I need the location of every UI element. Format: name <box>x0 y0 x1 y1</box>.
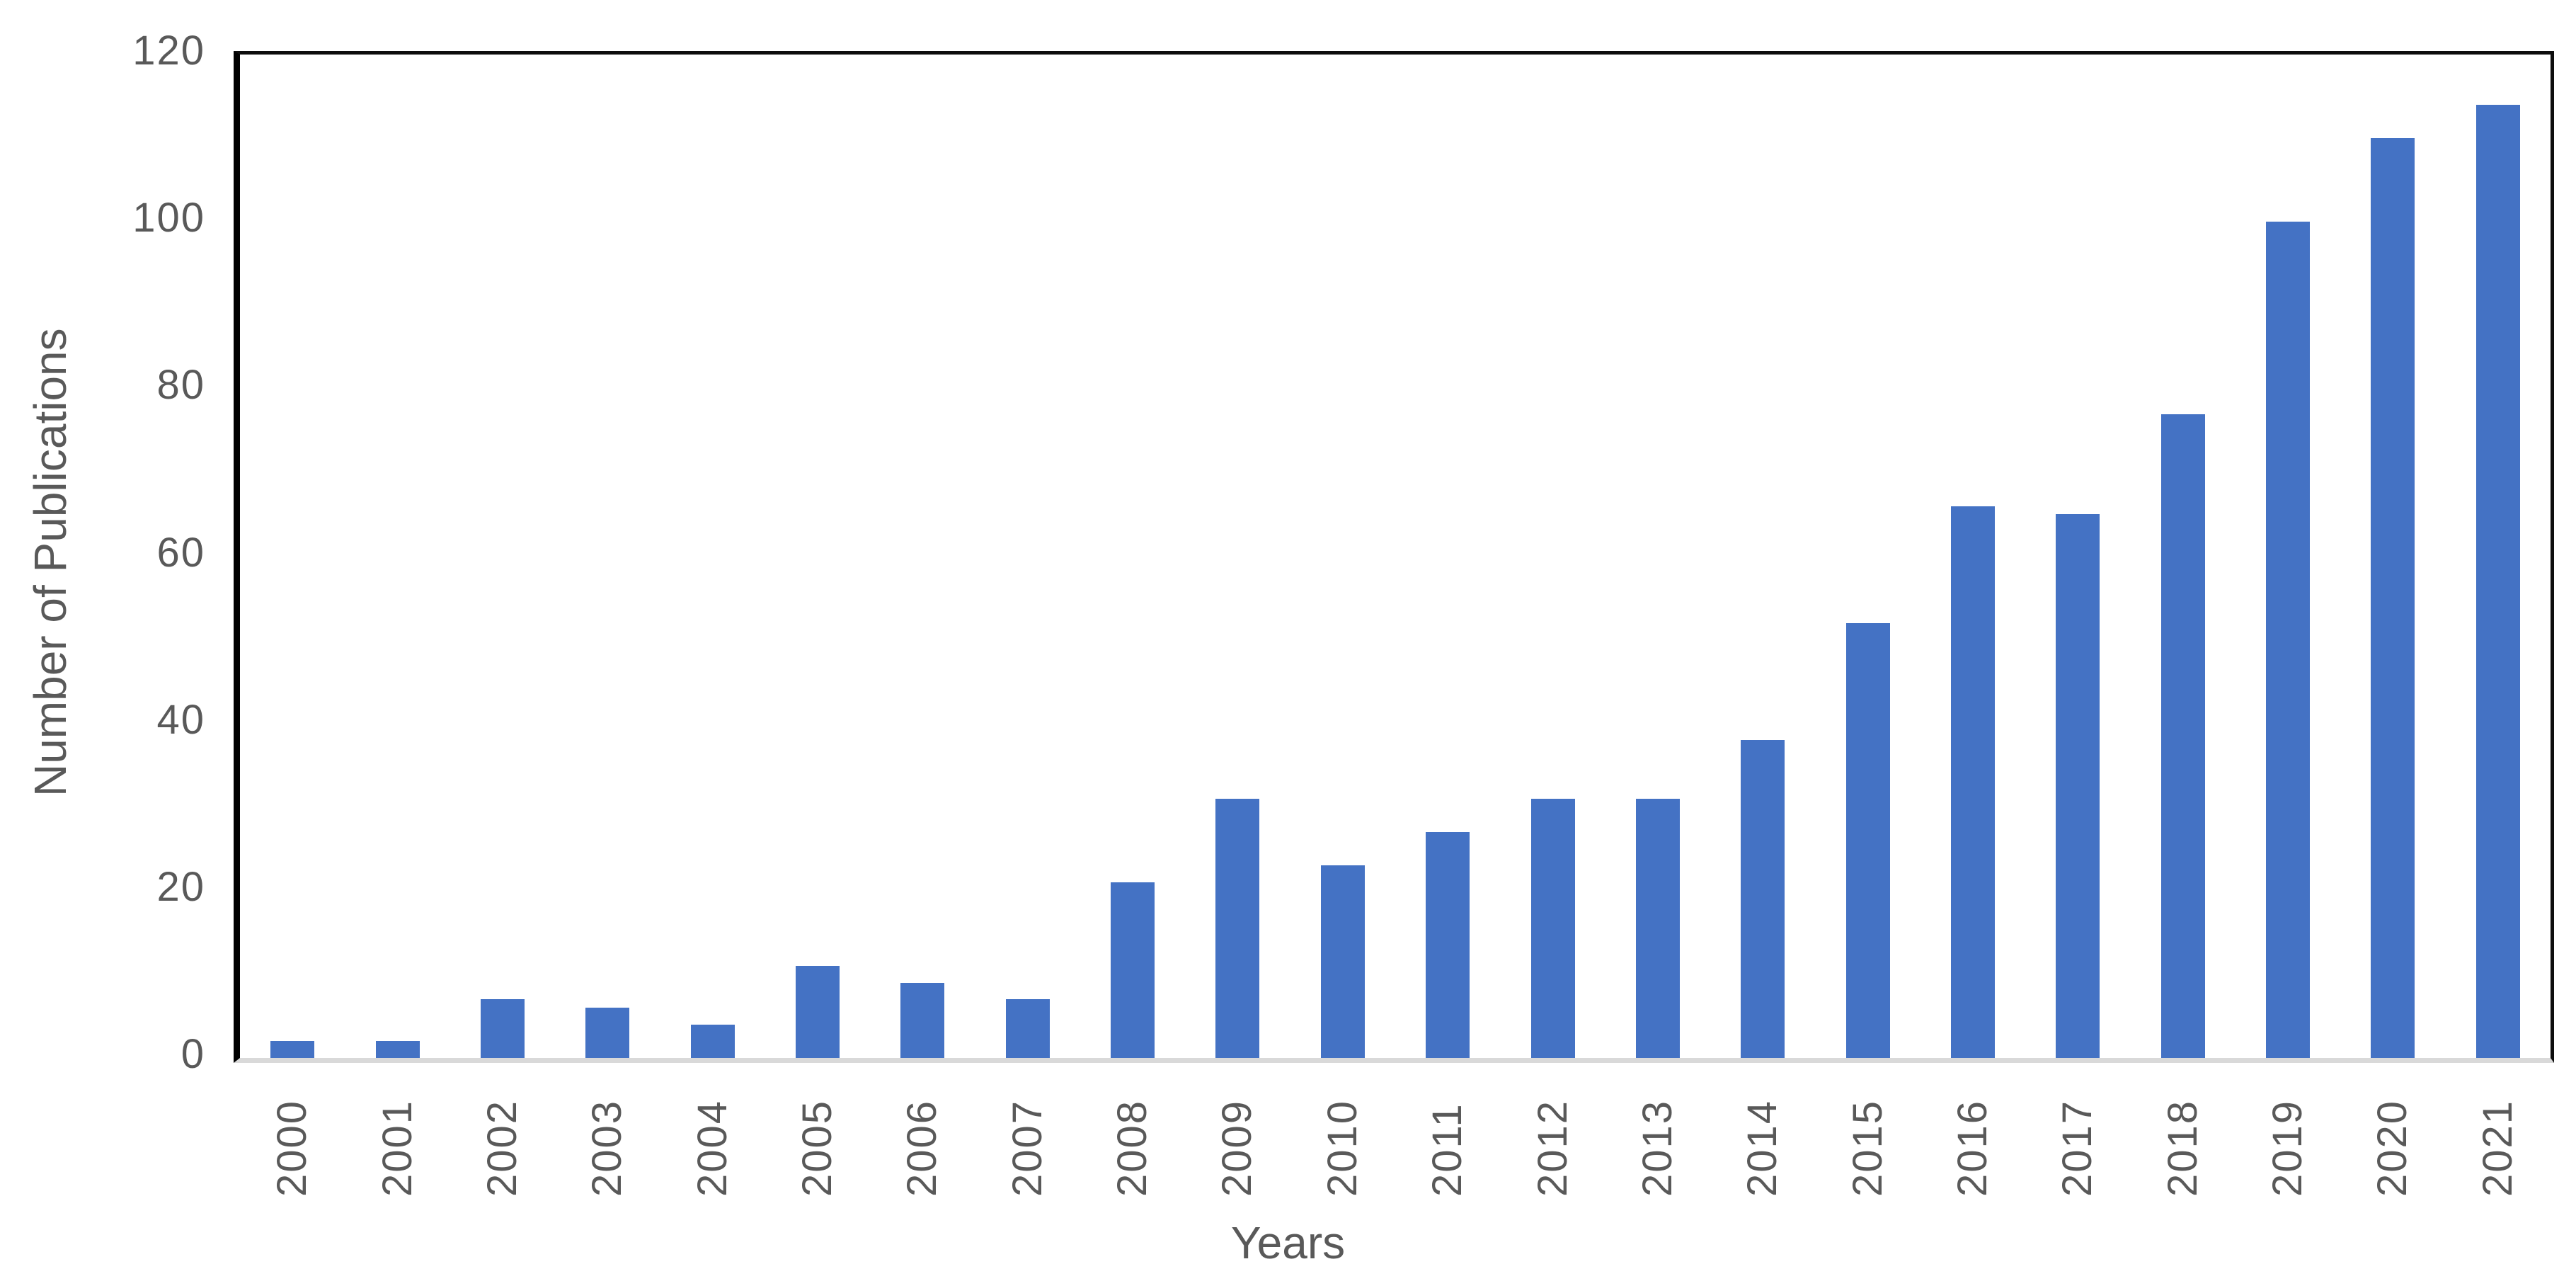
x-tick-label-2020: 2020 <box>2369 1099 2415 1197</box>
x-tick-label-2007: 2007 <box>1004 1099 1051 1197</box>
bar-2007 <box>1006 999 1050 1058</box>
bar-2013 <box>1636 799 1680 1058</box>
bar-2014 <box>1741 740 1785 1058</box>
bar-2020 <box>2371 138 2415 1058</box>
x-tick-label-2016: 2016 <box>1950 1099 1996 1197</box>
bar-2010 <box>1321 865 1365 1058</box>
x-tick-label-2002: 2002 <box>479 1099 525 1197</box>
bar-2008 <box>1111 882 1155 1058</box>
bar-2002 <box>481 999 525 1058</box>
x-tick-label-2003: 2003 <box>584 1099 630 1197</box>
x-tick-label-2018: 2018 <box>2160 1099 2206 1197</box>
bar-2012 <box>1531 799 1575 1058</box>
y-tick-label-40: 40 <box>156 697 205 743</box>
bar-2004 <box>691 1025 735 1058</box>
x-tick-label-2006: 2006 <box>899 1099 945 1197</box>
bar-2000 <box>270 1041 314 1058</box>
bar-2006 <box>900 983 944 1058</box>
x-tick-label-2012: 2012 <box>1530 1099 1576 1197</box>
bar-2005 <box>796 966 840 1058</box>
x-tick-label-2010: 2010 <box>1320 1099 1366 1197</box>
x-tick-label-2013: 2013 <box>1635 1099 1681 1197</box>
y-tick-label-100: 100 <box>132 195 205 241</box>
x-tick-label-2004: 2004 <box>689 1099 735 1197</box>
y-tick-label-60: 60 <box>156 530 205 576</box>
bar-2016 <box>1951 506 1995 1058</box>
bar-2019 <box>2266 222 2310 1058</box>
x-tick-label-2021: 2021 <box>2475 1099 2521 1197</box>
bar-2017 <box>2056 514 2100 1058</box>
y-tick-label-20: 20 <box>156 864 205 910</box>
x-tick-label-2014: 2014 <box>1739 1099 1785 1197</box>
bar-2018 <box>2161 414 2205 1058</box>
y-tick-label-80: 80 <box>156 362 205 408</box>
x-axis-title: Years <box>1230 1217 1346 1268</box>
y-tick-label-120: 120 <box>132 28 205 74</box>
x-tick-label-2015: 2015 <box>1845 1099 1891 1197</box>
bar-2009 <box>1215 799 1259 1058</box>
bar-2021 <box>2476 105 2520 1058</box>
x-tick-label-2000: 2000 <box>269 1099 315 1197</box>
y-tick-label-0: 0 <box>181 1031 205 1077</box>
x-tick-label-2008: 2008 <box>1109 1099 1155 1197</box>
bar-2001 <box>376 1041 420 1058</box>
bar-2011 <box>1426 832 1470 1058</box>
x-tick-label-2011: 2011 <box>1424 1103 1470 1197</box>
x-tick-label-2019: 2019 <box>2265 1099 2311 1197</box>
x-tick-label-2005: 2005 <box>794 1099 840 1197</box>
x-tick-label-2009: 2009 <box>1214 1099 1260 1197</box>
plot-area <box>234 51 2554 1063</box>
bar-2015 <box>1846 623 1890 1058</box>
x-tick-label-2001: 2001 <box>374 1099 420 1197</box>
bar-2003 <box>585 1008 629 1058</box>
x-tick-label-2017: 2017 <box>2054 1099 2100 1197</box>
